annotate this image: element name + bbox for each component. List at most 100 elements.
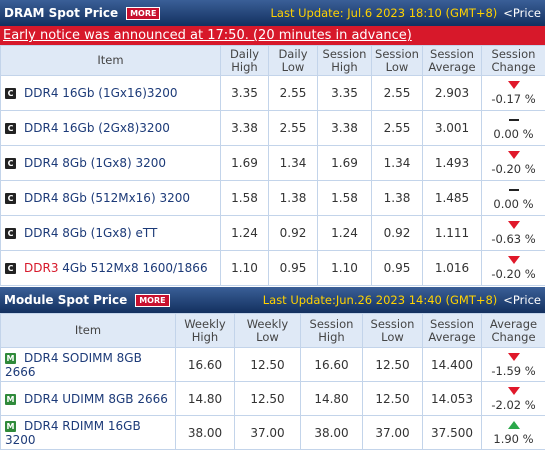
item-icon: M <box>5 352 16 364</box>
item-icon: C <box>5 228 16 239</box>
item-cell: C DDR4 8Gb (1Gx8) 3200 <box>0 145 221 181</box>
column-header: Item <box>0 45 221 76</box>
item-cell: M DDR4 SODIMM 8GB 2666 <box>0 347 176 382</box>
data-row: M DDR4 SODIMM 8GB 2666 16.60 12.50 16.60 12.5… <box>0 347 545 382</box>
item-cell: M DDR4 RDIMM 16GB 3200 <box>0 415 176 450</box>
item-name[interactable]: DDR4 8Gb (512Mx16) 3200 <box>24 191 190 205</box>
section-title: DRAM Spot Price <box>4 6 119 20</box>
change-cell: -0.20 % <box>481 250 545 286</box>
change-cell: 1.90 % <box>481 415 545 450</box>
price-cell: 2.55 <box>268 75 318 111</box>
price-cell: 1.58 <box>220 180 269 216</box>
item-name[interactable]: DDR4 16Gb (1Gx16)3200 <box>24 86 178 100</box>
price-cell: 38.00 <box>175 415 235 450</box>
notice[interactable]: Early notice was announced at 17:50. (20… <box>0 26 545 45</box>
section-title: Module Spot Price <box>4 293 128 307</box>
price-cell: 0.92 <box>371 215 423 251</box>
dram-table: Item Daily High Daily Low Session High Sessi… <box>0 45 545 286</box>
price-cell: 1.10 <box>317 250 372 286</box>
price-cell: 1.58 <box>317 180 372 216</box>
data-row: C DDR4 16Gb (1Gx16)3200 3.35 2.55 3.35 2.55 2.… <box>0 75 545 111</box>
price-cell: 1.24 <box>220 215 269 251</box>
price-link[interactable]: <Price <box>503 293 541 307</box>
price-cell: 12.50 <box>234 347 301 382</box>
data-row: C DDR4 8Gb (1Gx8) 3200 1.69 1.34 1.69 1.34 1.4… <box>0 145 545 181</box>
data-row: C DDR3 4Gb 512Mx8 1600/1866 1.10 0.95 1.10 0.… <box>0 250 545 286</box>
column-header: Session Change <box>481 45 545 76</box>
price-cell: 1.34 <box>268 145 318 181</box>
price-cell: 12.50 <box>362 347 423 382</box>
column-header: Session Average <box>422 45 482 76</box>
change-cell: -0.17 % <box>481 75 545 111</box>
trend-icon <box>507 256 520 264</box>
price-cell: 0.95 <box>268 250 318 286</box>
price-cell: 12.50 <box>234 381 301 416</box>
price-cell: 1.38 <box>268 180 318 216</box>
price-cell: 14.053 <box>422 381 482 416</box>
dram-header: DRAM Spot Price MORE Last Update: Jul.6 … <box>0 0 545 26</box>
column-header: Session Average <box>422 313 482 348</box>
item-name[interactable]: DDR4 8Gb (1Gx8) eTT <box>24 226 158 240</box>
change-cell: 0.00 % <box>481 180 545 216</box>
item-name[interactable]: DDR4 8Gb (1Gx8) 3200 <box>24 156 167 170</box>
change-cell: -0.63 % <box>481 215 545 251</box>
item-highlight: DDR3 <box>24 261 59 275</box>
item-icon: C <box>5 263 16 274</box>
price-cell: 3.35 <box>317 75 372 111</box>
item-cell: C DDR4 16Gb (2Gx8)3200 <box>0 110 221 146</box>
column-header: Session High <box>317 45 372 76</box>
column-header: Daily High <box>220 45 269 76</box>
price-cell: 3.35 <box>220 75 269 111</box>
price-cell: 2.55 <box>268 110 318 146</box>
change-cell: -2.02 % <box>481 381 545 416</box>
trend-icon <box>507 221 520 229</box>
price-cell: 1.24 <box>317 215 372 251</box>
item-cell: M DDR4 UDIMM 8GB 2666 <box>0 381 176 416</box>
change-cell: -0.20 % <box>481 145 545 181</box>
price-cell: 1.34 <box>371 145 423 181</box>
header-row: Item Weekly High Weekly Low Session High Ses… <box>0 313 545 348</box>
price-cell: 1.485 <box>422 180 482 216</box>
data-row: M DDR4 UDIMM 8GB 2666 14.80 12.50 14.80 12.50… <box>0 381 545 416</box>
trend-icon <box>507 420 520 429</box>
price-cell: 2.903 <box>422 75 482 111</box>
price-link[interactable]: <Price <box>503 6 541 20</box>
last-update: Last Update:Jun.26 2023 14:40 (GMT+8) <box>262 293 498 307</box>
price-cell: 38.00 <box>300 415 363 450</box>
item-name[interactable]: 4Gb 512Mx8 1600/1866 <box>62 261 208 275</box>
column-header: Item <box>0 313 176 348</box>
price-cell: 37.500 <box>422 415 482 450</box>
change-cell: 0.00 % <box>481 110 545 146</box>
column-header: Weekly Low <box>234 313 301 348</box>
price-cell: 1.111 <box>422 215 482 251</box>
price-cell: 3.38 <box>317 110 372 146</box>
change-cell: -1.59 % <box>481 347 545 382</box>
item-cell: C DDR4 8Gb (1Gx8) eTT <box>0 215 221 251</box>
more-button[interactable]: MORE <box>135 293 170 307</box>
item-icon: M <box>5 420 16 432</box>
change-value: -2.02 % <box>491 397 536 412</box>
change-value: 1.90 % <box>493 431 534 446</box>
price-cell: 37.00 <box>362 415 423 450</box>
item-name[interactable]: DDR4 RDIMM 16GB 3200 <box>5 418 141 447</box>
module-table: Item Weekly High Weekly Low Session High Ses… <box>0 313 545 450</box>
change-value: -1.59 % <box>491 363 536 378</box>
item-icon: C <box>5 193 16 204</box>
price-cell: 14.80 <box>300 381 363 416</box>
price-cell: 0.92 <box>268 215 318 251</box>
column-header: Daily Low <box>268 45 318 76</box>
item-name[interactable]: DDR4 16Gb (2Gx8)3200 <box>24 121 170 135</box>
trend-icon <box>507 81 520 89</box>
item-name[interactable]: DDR4 UDIMM 8GB 2666 <box>24 391 168 406</box>
trend-icon <box>507 386 520 395</box>
change-value: 0.00 % <box>493 127 534 141</box>
item-name[interactable]: DDR4 SODIMM 8GB 2666 <box>5 350 142 379</box>
price-cell: 1.10 <box>220 250 269 286</box>
column-header: Session Low <box>362 313 423 348</box>
more-button[interactable]: MORE <box>126 6 161 20</box>
item-icon: C <box>5 123 16 134</box>
change-value: -0.63 % <box>491 232 536 246</box>
price-cell: 3.001 <box>422 110 482 146</box>
module-header: Module Spot Price MORE Last Update:Jun.2… <box>0 287 545 313</box>
